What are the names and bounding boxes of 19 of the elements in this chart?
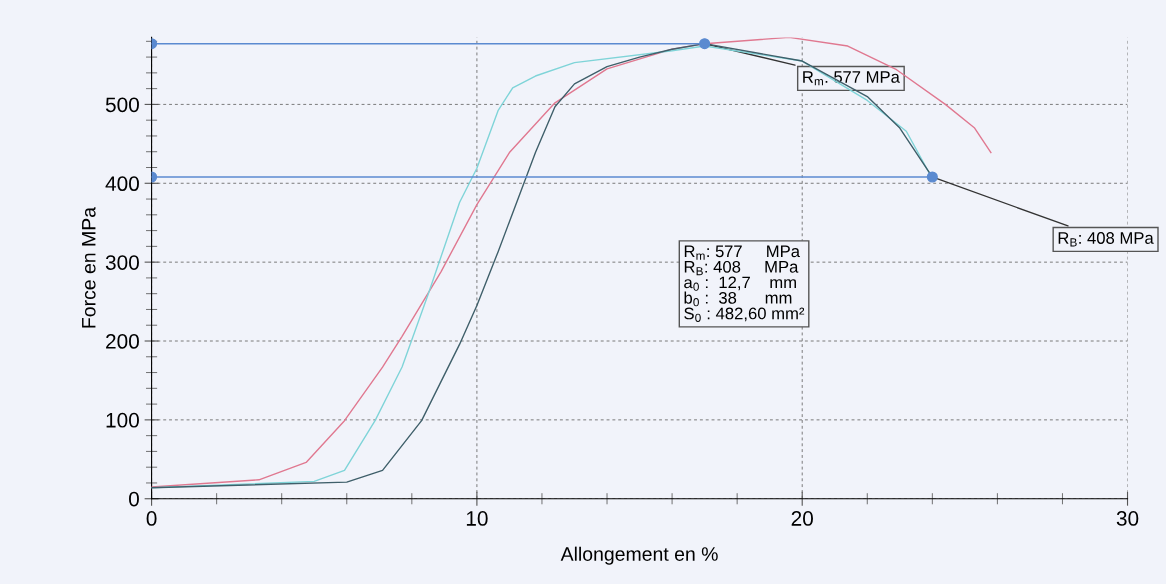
x-tick-label: 0 [146, 511, 157, 526]
annotation: a$_{0}$ : 12,7 mm [684, 276, 796, 291]
y-tick-label: 300 [105, 255, 139, 270]
annotation: R$_{m}$: 577 MPa [684, 245, 801, 260]
annotation: S$_{0}$ : 482,60 mm² [684, 307, 805, 322]
annotation: R$_{B}$: 408 MPa [684, 260, 799, 276]
y-axis-title: Force en MPa [82, 206, 96, 328]
x-tick-label: 10 [466, 511, 488, 526]
y-tick-label: 100 [106, 412, 139, 428]
x-axis-title: Allongement en % [560, 546, 718, 565]
annotation: b$_{0}$ : 38 mm [684, 291, 792, 307]
y-tick-label: 400 [105, 176, 139, 192]
annotation: R$_{B}$: 408 MPa [1058, 232, 1154, 247]
annotation: R$_{m}$: 577 MPa [803, 71, 900, 86]
y-tick-label: 500 [105, 97, 139, 113]
y-tick-label: 200 [106, 334, 139, 349]
x-tick-label: 20 [791, 511, 813, 526]
y-tick-label: 0 [129, 491, 139, 507]
x-tick-label: 30 [1116, 511, 1139, 526]
